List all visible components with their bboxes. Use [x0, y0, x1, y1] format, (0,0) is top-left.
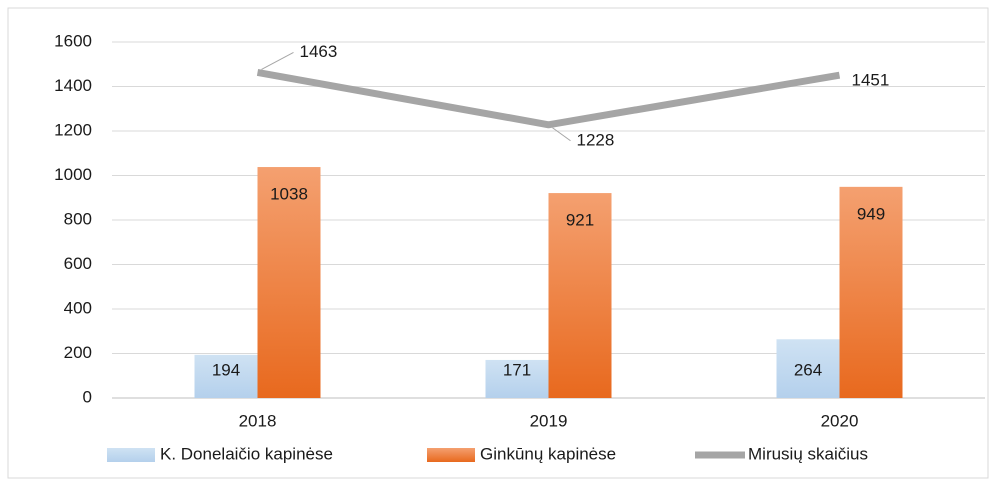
x-tick-label: 2020	[821, 411, 859, 430]
data-label: 264	[794, 360, 822, 379]
data-label: 1463	[300, 42, 338, 61]
legend-label: K. Donelaičio kapinėse	[160, 444, 333, 463]
bar	[839, 186, 903, 398]
line-series	[256, 69, 841, 129]
y-tick-label: 200	[64, 343, 92, 362]
data-label: 1038	[270, 185, 308, 204]
legend-swatch	[107, 448, 155, 462]
data-label: 171	[503, 360, 531, 379]
y-tick-label: 0	[83, 387, 92, 406]
data-label: 194	[212, 360, 240, 379]
data-label: 1228	[577, 130, 615, 149]
y-tick-label: 1200	[54, 120, 92, 139]
y-tick-label: 600	[64, 254, 92, 273]
y-tick-label: 1600	[54, 31, 92, 50]
data-label: 949	[857, 204, 885, 223]
y-tick-label: 1400	[54, 76, 92, 95]
y-tick-label: 1000	[54, 165, 92, 184]
legend-label: Mirusių skaičius	[748, 444, 868, 463]
y-tick-label: 400	[64, 298, 92, 317]
y-tick-label: 800	[64, 209, 92, 228]
legend-label: Ginkūnų kapinėse	[480, 444, 616, 463]
data-label: 1451	[852, 71, 890, 90]
x-tick-label: 2019	[530, 411, 568, 430]
x-tick-label: 2018	[239, 411, 277, 430]
leader-line	[261, 52, 294, 70]
bar	[194, 354, 258, 398]
data-label: 921	[566, 211, 594, 230]
bar	[548, 193, 612, 398]
leader-line	[552, 127, 571, 142]
bar	[485, 359, 549, 398]
bar	[257, 167, 321, 398]
legend-swatch	[427, 448, 475, 462]
bar	[776, 339, 840, 398]
